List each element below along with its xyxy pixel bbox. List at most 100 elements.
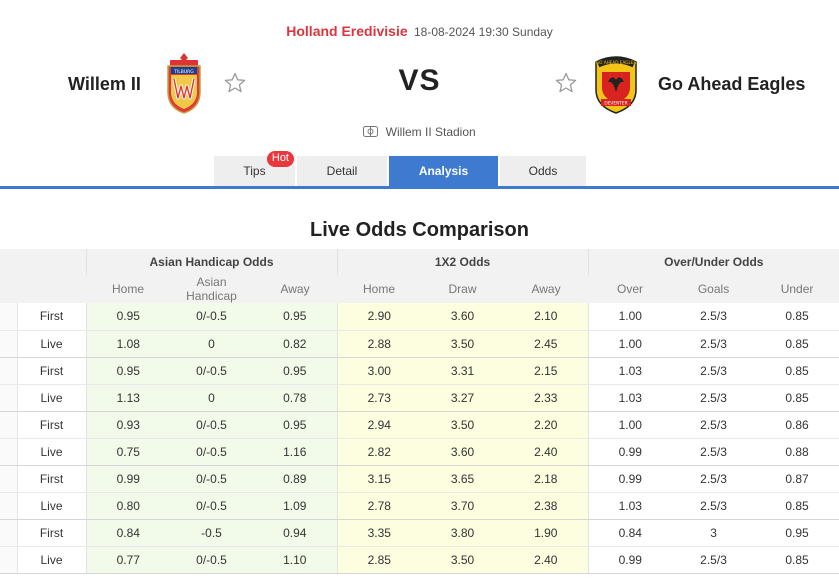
cell-x2-home: 2.94	[336, 411, 422, 439]
league-name[interactable]: Holland Eredivisie	[286, 23, 408, 39]
match-datetime: 18-08-2024 19:30 Sunday	[413, 25, 553, 39]
table-row[interactable]: Live 1.13 0 0.78 2.73 3.27 2.33 1.03 2.5/3 0.85	[0, 384, 839, 412]
odds-table-wrap: Asian Handicap Odds 1X2 Odds Over/Under …	[0, 249, 839, 574]
table-row[interactable]: First 0.99 0/-0.5 0.89 3.15 3.65 2.18 0.99 2.5/3…	[0, 465, 839, 493]
tab-bar: Tips Hot Detail Analysis Odds	[214, 151, 588, 187]
table-row[interactable]: Live 0.75 0/-0.5 1.16 2.82 3.60 2.40 0.99 2.5/3 0…	[0, 438, 839, 466]
cell-ah-away: 0.89	[253, 465, 338, 493]
tab-analysis[interactable]: Analysis	[389, 156, 498, 187]
away-logo-text-bottom: DEVENTER	[604, 101, 627, 107]
cell-x2-away: 2.10	[504, 303, 589, 331]
tab-tips-label: Tips	[243, 164, 266, 178]
cell-ah-handicap: 0	[170, 330, 253, 358]
cell-ou-goals: 2.5/3	[672, 465, 756, 493]
header-blank	[0, 249, 17, 275]
header-blank	[17, 275, 86, 303]
col-1x2-draw: Draw	[421, 275, 505, 303]
cell-ah-handicap: 0/-0.5	[170, 438, 253, 466]
cell-ah-home: 0.75	[85, 438, 170, 466]
cell-ou-under: 0.86	[755, 411, 839, 439]
cell-ah-home: 1.13	[85, 384, 170, 412]
cell-ah-home: 1.08	[85, 330, 170, 358]
cell-ah-handicap: 0	[170, 384, 253, 412]
star-outline-icon[interactable]	[554, 71, 578, 95]
row-marker	[0, 546, 18, 574]
table-row[interactable]: Live 0.80 0/-0.5 1.09 2.78 3.70 2.38 1.03 2.5/3 0…	[0, 492, 839, 520]
cell-ou-under: 0.88	[755, 438, 839, 466]
stadium-name: Willem II Stadion	[385, 125, 476, 139]
cell-ou-over: 0.99	[587, 465, 673, 493]
cell-ou-over: 1.03	[587, 357, 673, 385]
cell-x2-draw: 3.70	[421, 492, 505, 520]
table-row[interactable]: First 0.95 0/-0.5 0.95 3.00 3.31 2.15 1.03 2.5/3…	[0, 357, 839, 385]
cell-ah-handicap: 0/-0.5	[170, 303, 253, 331]
cell-x2-draw: 3.50	[421, 330, 505, 358]
row-type: Live	[17, 384, 86, 412]
tab-tips[interactable]: Tips Hot	[214, 151, 295, 187]
cell-x2-away: 2.20	[504, 411, 589, 439]
table-row[interactable]: Live 0.77 0/-0.5 1.10 2.85 3.50 2.40 0.99 2.5/3 0…	[0, 546, 839, 574]
cell-ah-away: 0.78	[253, 384, 338, 412]
cell-ou-goals: 2.5/3	[672, 492, 756, 520]
row-marker	[0, 357, 18, 385]
table-row[interactable]: First 0.84 -0.5 0.94 3.35 3.80 1.90 0.84 3 0.95	[0, 519, 839, 547]
home-team-name[interactable]: Willem II	[68, 74, 141, 94]
cell-ou-over: 1.00	[587, 303, 673, 331]
cell-ou-under: 0.87	[755, 465, 839, 493]
row-marker	[0, 465, 18, 493]
home-logo-text: TILBURG	[173, 69, 194, 75]
cell-ou-goals: 2.5/3	[672, 384, 756, 412]
table-row[interactable]: First 0.93 0/-0.5 0.95 2.94 3.50 2.20 1.00 2.5/3…	[0, 411, 839, 439]
cell-ou-under: 0.85	[755, 330, 839, 358]
match-header: Holland Eredivisie 18-08-2024 19:30 Sund…	[0, 0, 839, 190]
table-row[interactable]: Live 1.08 0 0.82 2.88 3.50 2.45 1.00 2.5/3 0.85	[0, 330, 839, 358]
away-logo-text-top: GO AHEAD EAGLES	[596, 60, 637, 65]
cell-x2-home: 2.90	[336, 303, 422, 331]
cell-ah-away: 1.10	[253, 546, 338, 574]
home-team-logo[interactable]: TILBURG	[164, 52, 204, 114]
tab-odds-label: Odds	[528, 164, 558, 178]
cell-ah-home: 0.95	[85, 303, 170, 331]
table-row[interactable]: First 0.95 0/-0.5 0.95 2.90 3.60 2.10 1.00 2.5/3…	[0, 303, 839, 331]
away-team-logo[interactable]: GO AHEAD EAGLES DEVENTER	[592, 54, 640, 114]
row-marker	[0, 438, 18, 466]
odds-table-body: First 0.95 0/-0.5 0.95 2.90 3.60 2.10 1.00 2.5/3…	[0, 303, 839, 574]
cell-x2-home: 3.35	[336, 519, 422, 547]
cell-ou-goals: 3	[672, 519, 756, 547]
cell-ah-away: 0.95	[253, 357, 338, 385]
tab-odds[interactable]: Odds	[500, 156, 586, 187]
cell-ah-away: 0.95	[253, 411, 338, 439]
cell-x2-home: 3.00	[336, 357, 422, 385]
row-type: Live	[17, 438, 86, 466]
cell-x2-draw: 3.80	[421, 519, 505, 547]
tab-detail[interactable]: Detail	[297, 156, 387, 187]
cell-ah-home: 0.93	[85, 411, 170, 439]
cell-x2-away: 2.40	[504, 438, 589, 466]
section-title: Live Odds Comparison	[310, 219, 529, 241]
row-type: Live	[17, 330, 86, 358]
hot-badge: Hot	[266, 151, 294, 167]
row-type: First	[17, 303, 86, 331]
row-type: First	[17, 357, 86, 385]
cell-x2-draw: 3.60	[421, 438, 505, 466]
table-column-header: Home Asian Handicap Away Home Draw Away …	[0, 275, 839, 303]
cell-ou-over: 0.99	[587, 438, 673, 466]
cell-ou-under: 0.85	[755, 546, 839, 574]
cell-ah-handicap: 0/-0.5	[170, 465, 253, 493]
cell-ou-goals: 2.5/3	[672, 330, 756, 358]
cell-x2-away: 2.40	[504, 546, 589, 574]
cell-ah-home: 0.84	[85, 519, 170, 547]
away-team-name[interactable]: Go Ahead Eagles	[658, 74, 806, 94]
cell-x2-draw: 3.31	[421, 357, 505, 385]
col-1x2-away: Away	[504, 275, 589, 303]
group-asian-handicap: Asian Handicap Odds	[85, 249, 338, 275]
group-over-under: Over/Under Odds	[587, 249, 839, 275]
cell-ou-goals: 2.5/3	[672, 411, 756, 439]
cell-ou-under: 0.85	[755, 384, 839, 412]
col-ou-goals: Goals	[672, 275, 756, 303]
stadium-icon	[363, 126, 379, 137]
cell-x2-away: 2.33	[504, 384, 589, 412]
cell-ah-away: 1.09	[253, 492, 338, 520]
star-outline-icon[interactable]	[223, 71, 247, 95]
cell-ah-handicap: 0/-0.5	[170, 357, 253, 385]
